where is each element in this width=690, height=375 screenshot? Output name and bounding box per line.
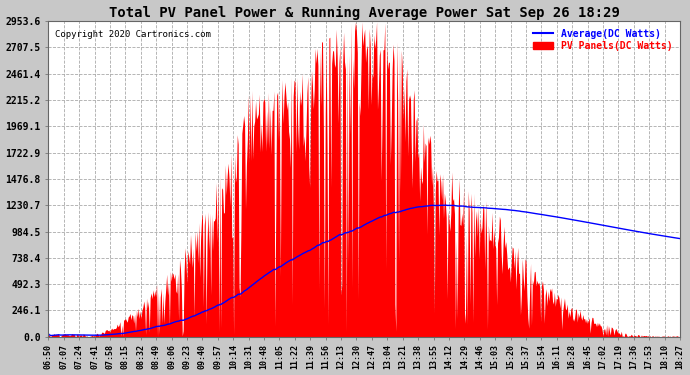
- Title: Total PV Panel Power & Running Average Power Sat Sep 26 18:29: Total PV Panel Power & Running Average P…: [109, 6, 620, 20]
- Legend: Average(DC Watts), PV Panels(DC Watts): Average(DC Watts), PV Panels(DC Watts): [531, 26, 675, 54]
- Text: Copyright 2020 Cartronics.com: Copyright 2020 Cartronics.com: [55, 30, 210, 39]
